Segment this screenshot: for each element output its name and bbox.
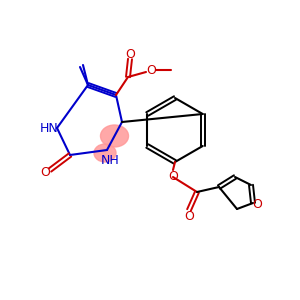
Text: O: O (146, 64, 156, 76)
Ellipse shape (94, 144, 116, 162)
Text: HN: HN (40, 122, 58, 134)
Text: NH: NH (100, 154, 119, 166)
Text: O: O (184, 209, 194, 223)
Text: O: O (125, 49, 135, 62)
Text: O: O (40, 167, 50, 179)
Text: O: O (252, 199, 262, 212)
Ellipse shape (100, 125, 128, 147)
Text: O: O (168, 170, 178, 184)
